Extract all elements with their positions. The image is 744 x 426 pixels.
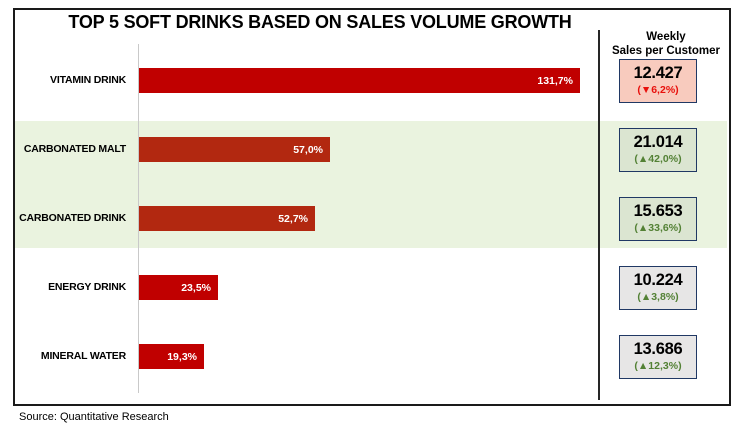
panel-header-line2: Sales per Customer	[611, 45, 720, 57]
bar-row: CARBONATED DRINK 52,7%	[15, 206, 598, 231]
bar: 131,7%	[139, 68, 580, 93]
kpi-card: 13.686 (▲12,3%)	[619, 335, 697, 379]
category-label: CARBONATED DRINK	[19, 212, 126, 224]
bar-value-label: 52,7%	[278, 213, 308, 225]
bar-value-label: 19,3%	[167, 351, 197, 363]
kpi-card: 10.224 (▲3,8%)	[619, 266, 697, 310]
bar-row: VITAMIN DRINK 131,7%	[15, 68, 598, 93]
bar-row: CARBONATED MALT 57,0%	[15, 137, 598, 162]
bar: 57,0%	[139, 137, 330, 162]
panel-header: Weekly Sales per Customer	[600, 30, 732, 58]
card-change: (▲33,6%)	[634, 222, 682, 234]
chart-frame	[13, 8, 731, 406]
card-value: 12.427	[633, 64, 683, 82]
panel-header-line1: Weekly	[646, 31, 686, 43]
bar-value-label: 57,0%	[293, 144, 323, 156]
card-change: (▲12,3%)	[634, 360, 682, 372]
category-label: MINERAL WATER	[40, 350, 126, 362]
bar-row: MINERAL WATER 19,3%	[15, 344, 598, 369]
bar: 52,7%	[139, 206, 315, 231]
card-value: 21.014	[633, 133, 683, 151]
kpi-card: 12.427 (▼6,2%)	[619, 59, 697, 103]
category-label: VITAMIN DRINK	[50, 74, 126, 86]
kpi-card: 15.653 (▲33,6%)	[619, 197, 697, 241]
card-value: 13.686	[633, 340, 683, 358]
bar-value-label: 131,7%	[537, 75, 573, 87]
kpi-card: 21.014 (▲42,0%)	[619, 128, 697, 172]
card-value: 10.224	[633, 271, 683, 289]
chart-title: TOP 5 SOFT DRINKS BASED ON SALES VOLUME …	[68, 12, 572, 32]
bar: 19,3%	[139, 344, 204, 369]
bar-row: ENERGY DRINK 23,5%	[15, 275, 598, 300]
card-change: (▲3,8%)	[637, 291, 679, 303]
category-label: ENERGY DRINK	[48, 281, 126, 293]
highlight-band	[15, 121, 727, 248]
bar: 23,5%	[139, 275, 218, 300]
bar-value-label: 23,5%	[181, 282, 211, 294]
axis-line	[138, 44, 139, 393]
category-label: CARBONATED MALT	[23, 143, 126, 155]
card-value: 15.653	[633, 202, 683, 220]
card-change: (▼6,2%)	[637, 84, 679, 96]
panel-divider	[598, 30, 600, 400]
source-note: Source: Quantitative Research	[19, 411, 169, 423]
card-change: (▲42,0%)	[634, 153, 682, 165]
